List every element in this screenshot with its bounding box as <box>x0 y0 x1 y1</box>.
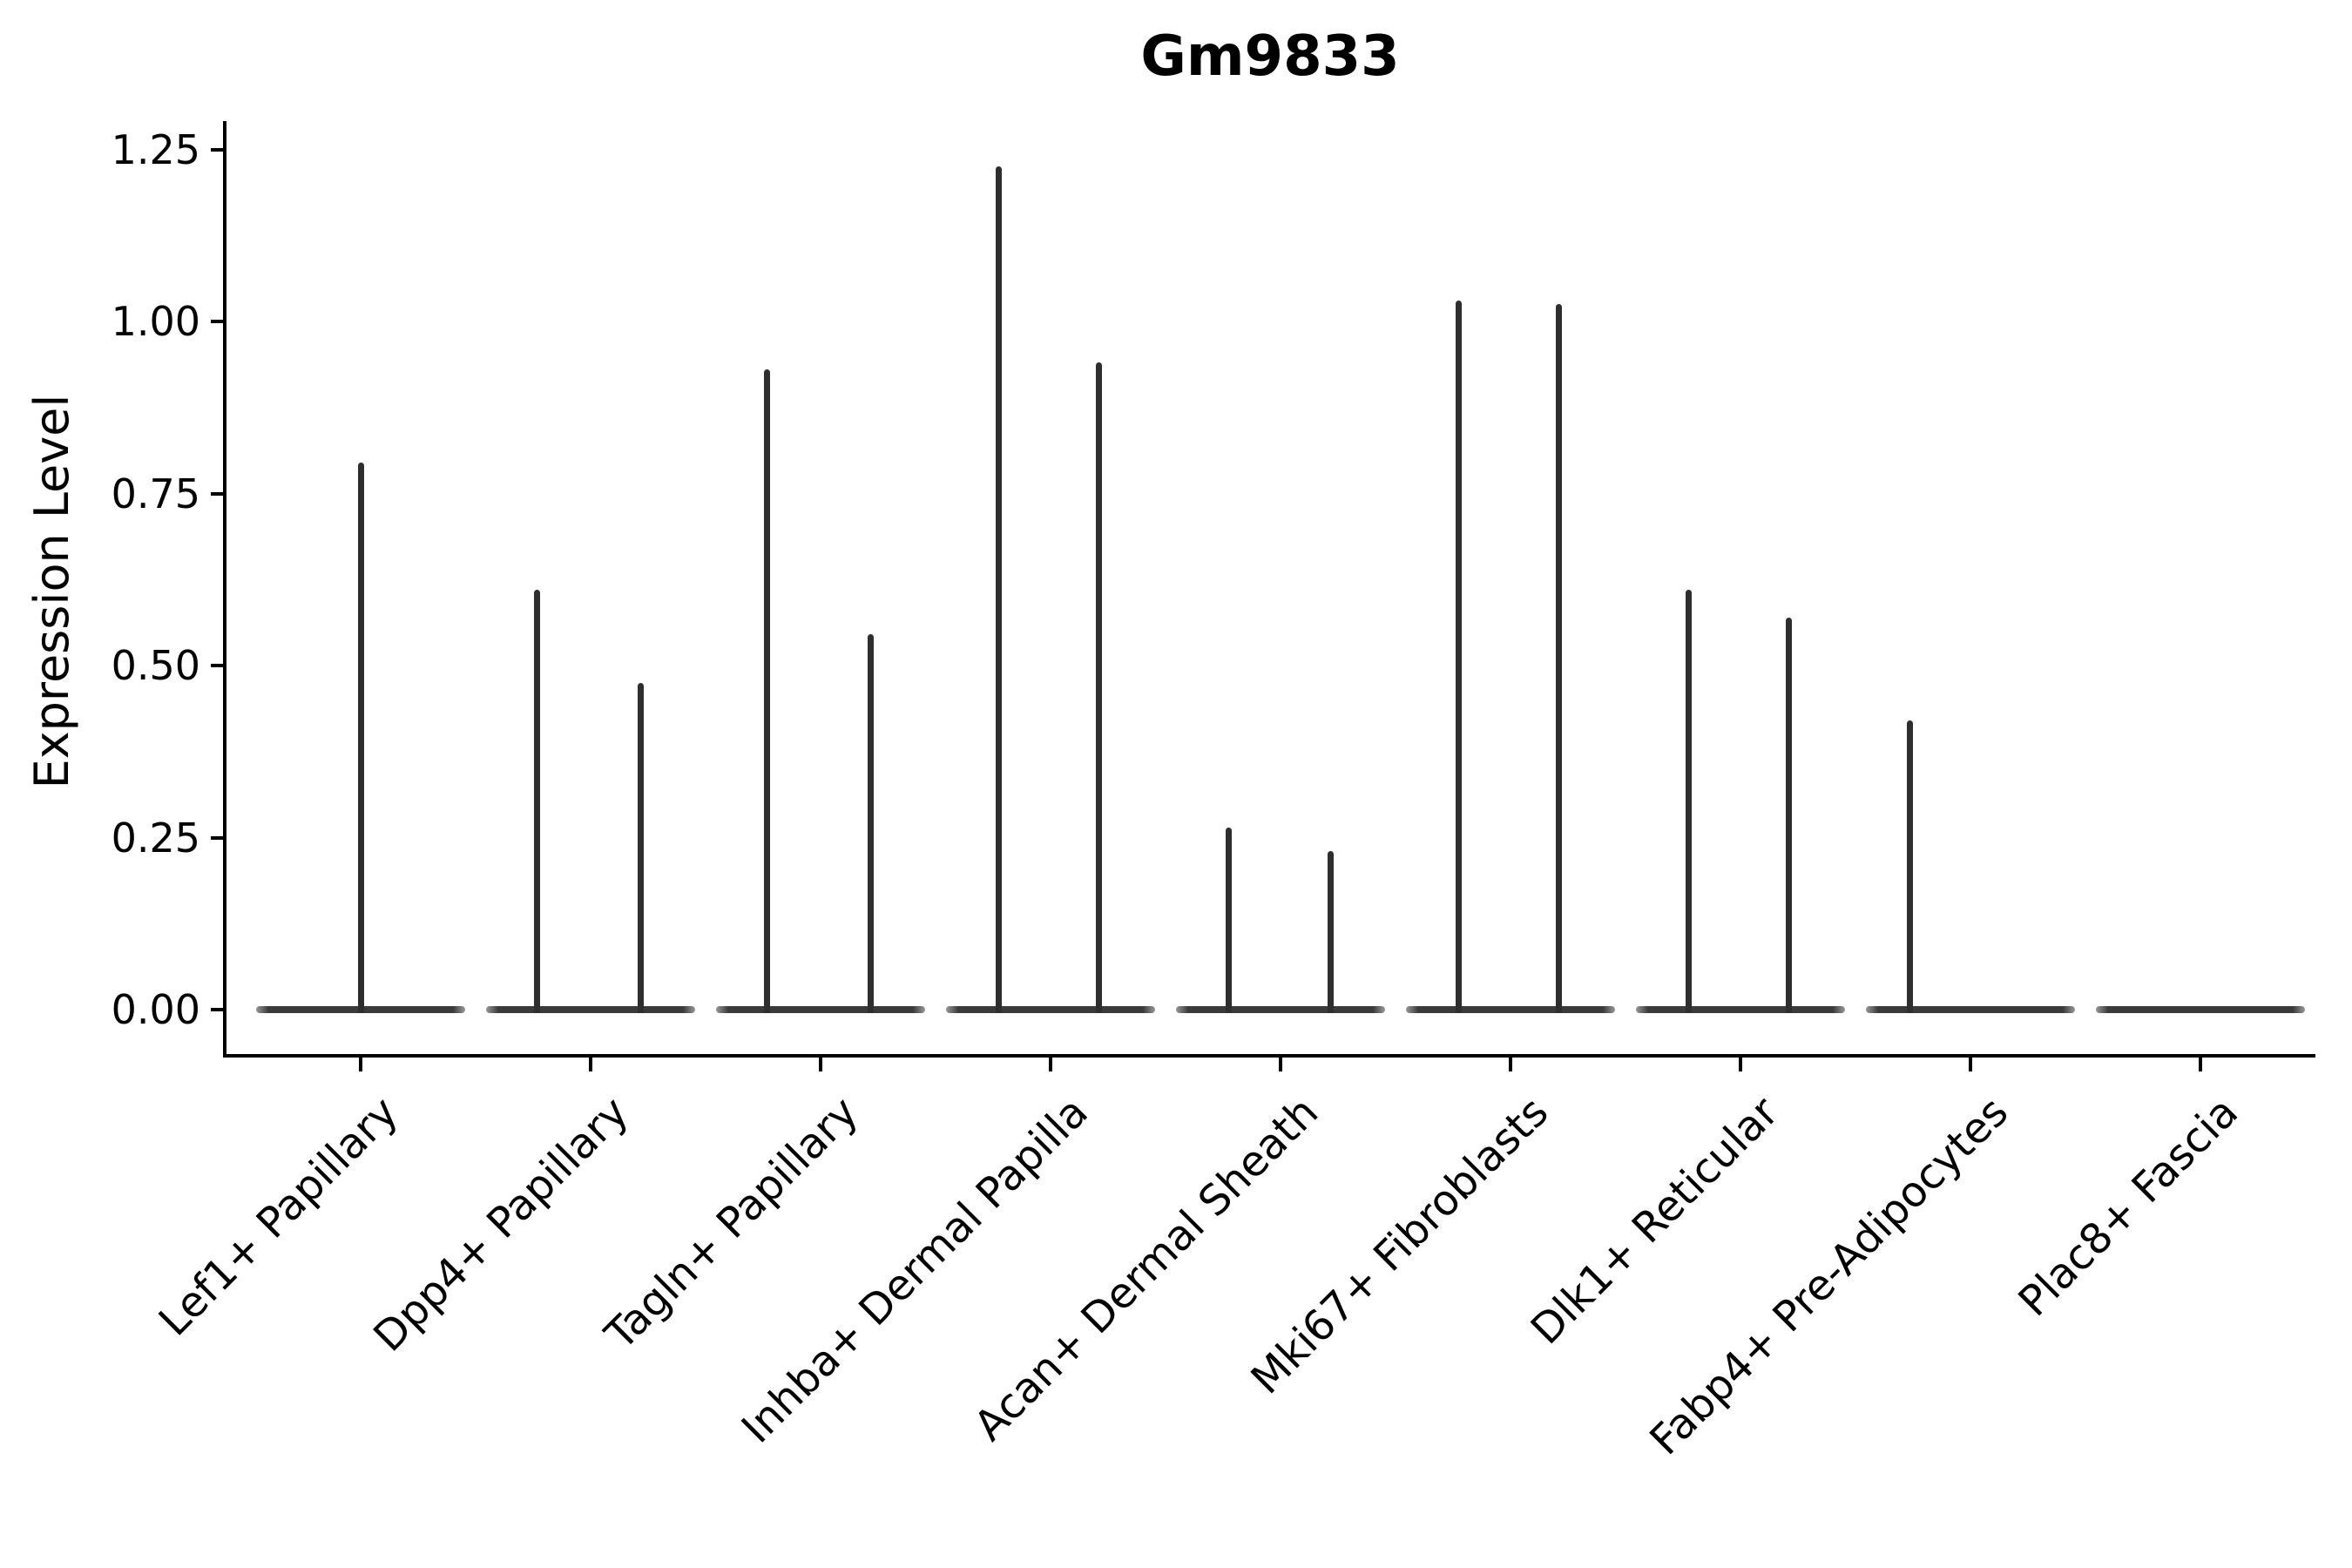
x-axis-spine <box>223 1054 2315 1058</box>
y-tick <box>211 147 225 152</box>
violin-spike <box>1555 304 1562 1013</box>
violin-spike <box>1685 590 1692 1013</box>
chart-title: Gm9833 <box>1140 24 1400 89</box>
violin-base <box>716 1006 925 1013</box>
y-tick <box>211 1008 225 1011</box>
violin-base <box>1406 1006 1615 1013</box>
y-tick-label: 0.25 <box>111 814 200 862</box>
x-tick <box>2199 1058 2202 1071</box>
y-tick <box>211 835 225 840</box>
violin-spike <box>1906 720 1913 1013</box>
x-tick <box>819 1058 822 1071</box>
y-tick-label: 0.75 <box>111 470 200 517</box>
y-tick <box>211 320 225 323</box>
violin-spike <box>1095 362 1102 1013</box>
y-tick-label: 1.00 <box>111 298 200 345</box>
violin-base <box>1176 1006 1385 1013</box>
x-tick <box>1279 1058 1282 1071</box>
violin-base <box>1866 1006 2075 1013</box>
x-tick-label: Tagln+ Papillary <box>596 1087 868 1360</box>
y-axis-label: Expression Level <box>24 394 79 789</box>
y-axis-spine <box>223 121 226 1058</box>
violin-spike <box>763 369 770 1013</box>
violin-spike <box>637 682 644 1013</box>
y-tick <box>211 491 225 496</box>
x-tick <box>1969 1058 1972 1071</box>
x-tick-label: Lef1+ Papillary <box>150 1087 409 1346</box>
x-tick-label: Dlk1+ Reticular <box>1521 1087 1788 1355</box>
violin-spike <box>1455 301 1462 1013</box>
y-tick-label: 1.25 <box>111 125 200 173</box>
y-tick <box>211 664 225 667</box>
violin-base <box>1636 1006 1845 1013</box>
violin-spike <box>867 634 874 1013</box>
x-tick <box>589 1058 592 1071</box>
x-tick-label: Dpp4+ Papillary <box>364 1087 639 1362</box>
x-tick-label: Plac8+ Fascia <box>2009 1087 2248 1327</box>
x-tick <box>1049 1058 1052 1071</box>
x-tick <box>359 1058 362 1071</box>
violin-spike <box>1785 617 1792 1013</box>
violin-spike <box>357 462 364 1013</box>
violin-spike <box>1225 827 1232 1013</box>
x-tick <box>1509 1058 1512 1071</box>
violin-spike <box>1327 851 1334 1013</box>
violin-base <box>486 1006 695 1013</box>
x-tick <box>1739 1058 1742 1071</box>
violin-base <box>946 1006 1155 1013</box>
violin-spike <box>533 590 540 1013</box>
y-tick-label: 0.50 <box>111 642 200 689</box>
violin-base <box>2096 1006 2305 1013</box>
violin-spike <box>995 166 1002 1013</box>
y-tick-label: 0.00 <box>111 986 200 1033</box>
